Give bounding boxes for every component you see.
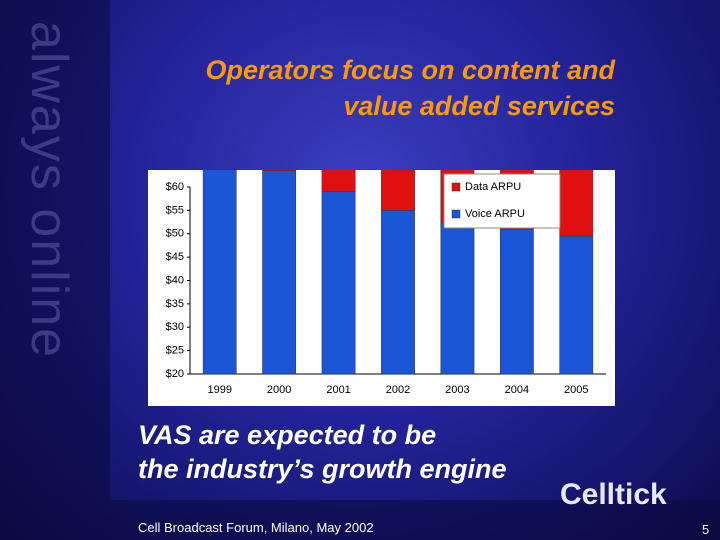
- y-tick-label: $40: [166, 274, 184, 286]
- y-tick-label: $60: [166, 181, 184, 193]
- x-tick-label: 2004: [505, 384, 529, 396]
- y-tick-label: $30: [166, 321, 184, 333]
- bar-segment: [499, 228, 534, 375]
- legend-swatch: [451, 209, 461, 219]
- y-tick-label: $55: [166, 204, 184, 216]
- footer: Cell Broadcast Forum, Milano, May 2002: [138, 520, 374, 535]
- y-tick-label: $20: [166, 368, 184, 380]
- bar-segment: [321, 191, 356, 375]
- bar-segment: [262, 170, 297, 171]
- body-text: VAS are expected to be the industry’s gr…: [138, 418, 507, 486]
- x-tick-label: 2001: [326, 384, 350, 396]
- body-line: the industry’s growth engine: [138, 454, 507, 484]
- logo: Celltick: [560, 478, 667, 511]
- y-tick-label: $25: [166, 345, 184, 357]
- y-tick-label: $50: [166, 228, 184, 240]
- title-line: value added services: [343, 91, 615, 121]
- x-tick-label: 2005: [564, 384, 588, 396]
- bar-segment: [262, 170, 297, 375]
- bar-segment: [381, 170, 415, 211]
- bar-segment: [440, 221, 475, 375]
- body-line: VAS are expected to be: [138, 420, 437, 450]
- bar-segment: [381, 210, 415, 375]
- chart: $20 $25 $30 $35 $40 $45 $50 $55 $60 1999 2000 2001 2…: [148, 170, 615, 406]
- watermark: always online: [20, 20, 79, 360]
- y-tick-label: $35: [166, 298, 184, 310]
- x-tick-label: 1999: [207, 384, 231, 396]
- y-tick-label: $45: [166, 251, 184, 263]
- bar-segment: [202, 170, 237, 375]
- bar-segment: [559, 235, 594, 375]
- x-tick-label: 2000: [267, 384, 291, 396]
- legend-box: [443, 173, 561, 229]
- legend-label: Data ARPU: [465, 181, 521, 193]
- bar-segment: [559, 170, 594, 237]
- page-number: 5: [702, 522, 710, 537]
- x-tick-label: 2003: [445, 384, 469, 396]
- x-tick-label: 2002: [386, 384, 410, 396]
- bar-segment: [321, 170, 356, 192]
- legend-swatch: [451, 182, 461, 192]
- slide-title: Operators focus on content and value add…: [205, 52, 615, 124]
- legend-label: Voice ARPU: [465, 208, 525, 220]
- title-line: Operators focus on content and: [205, 55, 615, 85]
